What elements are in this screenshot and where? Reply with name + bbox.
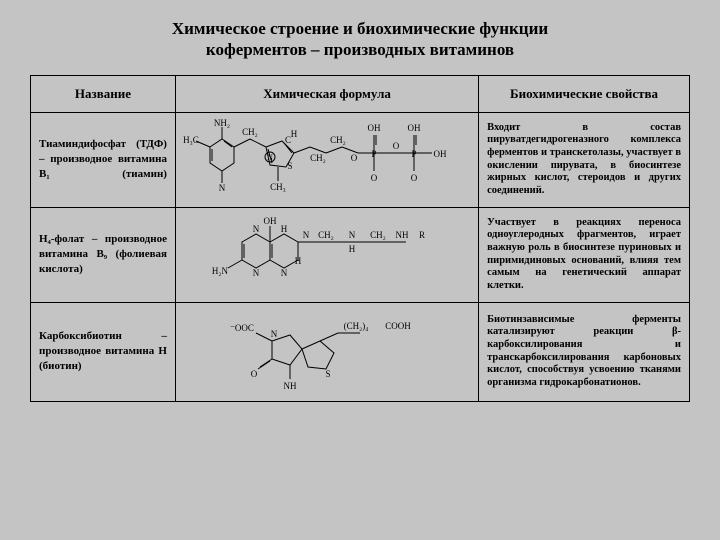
svg-text:N: N: [267, 153, 273, 162]
svg-text:S: S: [326, 369, 331, 379]
svg-text:N: N: [349, 230, 356, 240]
table-row: Тиаминдифосфат (ТДФ) – производное витам…: [31, 112, 690, 207]
svg-text:N: N: [219, 183, 226, 193]
title-l2: коферментов – производных витаминов: [206, 40, 514, 59]
svg-text:OH: OH: [434, 149, 447, 159]
svg-text:H₂N: H₂N: [212, 266, 229, 276]
prop-cell: Входит в состав пируватдегидрогеназного …: [479, 112, 690, 207]
svg-text:CH₂: CH₂: [242, 127, 258, 137]
svg-text:OH: OH: [264, 216, 277, 226]
svg-text:H₃C: H₃C: [183, 135, 199, 145]
svg-text:O: O: [251, 369, 258, 379]
name-cell: Тиаминдифосфат (ТДФ) – производное витам…: [31, 112, 176, 207]
svg-text:N: N: [253, 268, 260, 278]
formula-cell: NH₂ H₃C N CH₂ N C S CH₃ CH₂ CH₂ O P: [175, 112, 478, 207]
formula-cell: OH H₂N N N N N H CH₂ N H CH₂ NH: [175, 207, 478, 302]
col-formula: Химическая формула: [175, 75, 478, 112]
col-name: Название: [31, 75, 176, 112]
svg-text:R: R: [419, 230, 425, 240]
svg-text:NH₂: NH₂: [214, 118, 230, 128]
chem-structure-tdp: NH₂ H₃C N CH₂ N C S CH₃ CH₂ CH₂ O P: [182, 117, 472, 203]
svg-text:H: H: [291, 129, 298, 139]
svg-text:NH: NH: [284, 381, 297, 391]
table-row: Карбоксибиотин – производное витамина Н …: [31, 302, 690, 401]
table-row: Н₄-фолат – производное витамина В₉ (фоли…: [31, 207, 690, 302]
svg-text:N: N: [253, 224, 260, 234]
svg-text:OH: OH: [408, 123, 421, 133]
svg-text:H: H: [281, 224, 288, 234]
coenzyme-table: Название Химическая формула Биохимически…: [30, 75, 690, 402]
svg-text:O: O: [351, 153, 358, 163]
svg-text:CH₂: CH₂: [370, 230, 386, 240]
svg-text:P: P: [372, 149, 377, 159]
svg-text:⁻OOC: ⁻OOC: [230, 323, 254, 333]
svg-text:N: N: [303, 230, 310, 240]
prop-cell: Участвует в реакциях переноса одноуглеро…: [479, 207, 690, 302]
prop-cell: Биотинзависимые ферменты катализируют ре…: [479, 302, 690, 401]
svg-text:P: P: [412, 149, 417, 159]
name-cell: Н₄-фолат – производное витамина В₉ (фоли…: [31, 207, 176, 302]
svg-text:H: H: [295, 256, 302, 266]
svg-text:H: H: [349, 244, 356, 254]
svg-text:CH₂: CH₂: [318, 230, 334, 240]
svg-text:N: N: [281, 268, 288, 278]
svg-text:CH₃: CH₃: [270, 182, 286, 192]
svg-text:CH₂: CH₂: [310, 153, 326, 163]
chem-structure-folate: OH H₂N N N N N H CH₂ N H CH₂ NH: [202, 212, 452, 298]
title-l1: Химическое строение и биохимические функ…: [172, 19, 548, 38]
svg-text:O: O: [411, 173, 418, 183]
name-cell: Карбоксибиотин – производное витамина Н …: [31, 302, 176, 401]
svg-text:O: O: [393, 141, 400, 151]
formula-cell: ⁻OOC N O NH S (CH₂)₄ COOH: [175, 302, 478, 401]
svg-text:NH: NH: [396, 230, 409, 240]
col-properties: Биохимические свойства: [479, 75, 690, 112]
svg-text:S: S: [288, 161, 293, 171]
svg-text:COOH: COOH: [385, 321, 411, 331]
chem-structure-biotin: ⁻OOC N O NH S (CH₂)₄ COOH: [212, 307, 442, 397]
svg-text:O: O: [371, 173, 378, 183]
svg-text:N: N: [271, 329, 278, 339]
svg-text:OH: OH: [368, 123, 381, 133]
svg-text:CH₂: CH₂: [330, 135, 346, 145]
page-title: Химическое строение и биохимические функ…: [30, 18, 690, 61]
svg-text:(CH₂)₄: (CH₂)₄: [344, 321, 369, 331]
